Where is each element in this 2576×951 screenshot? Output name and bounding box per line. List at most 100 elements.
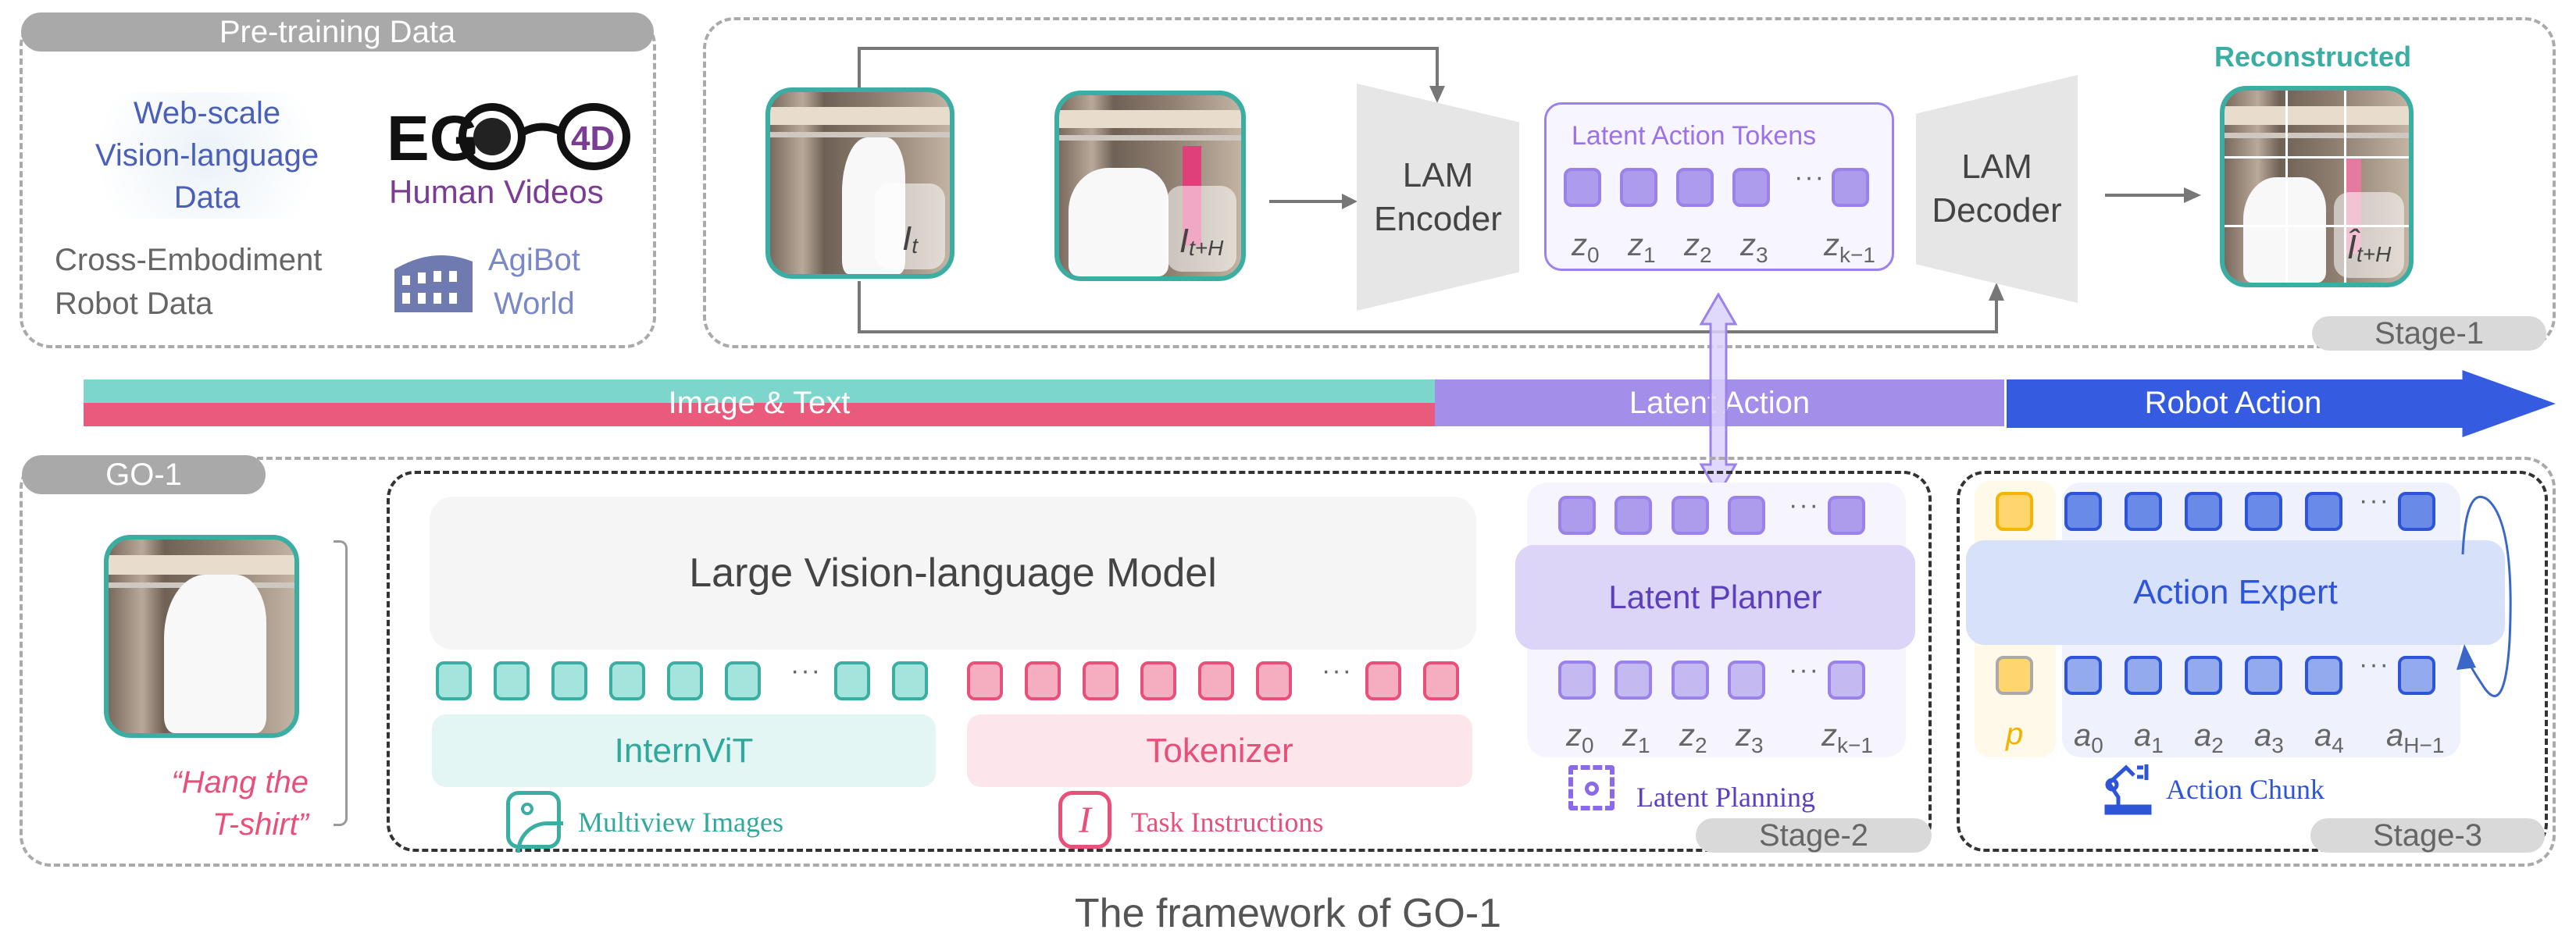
token-label: zk−1 (1824, 228, 1875, 267)
image-icon (506, 791, 563, 853)
band-image-text (84, 379, 1435, 426)
feedback-line-bottom (858, 281, 1998, 333)
token (725, 661, 761, 700)
ego4d-logo: EG 4D (387, 102, 637, 174)
action-chunk-label: Action Chunk (2166, 774, 2324, 805)
ellipsis: ··· (2359, 650, 2390, 679)
arrowhead (1429, 86, 1445, 103)
token-label: z2 (1679, 718, 1707, 757)
token (1672, 496, 1709, 535)
token (1832, 168, 1869, 207)
token (2398, 656, 2435, 695)
token (1614, 496, 1652, 535)
token (2245, 492, 2282, 531)
token (1025, 661, 1061, 700)
token (494, 661, 530, 700)
token (1423, 661, 1459, 700)
go1-input-image (104, 535, 299, 738)
multiview-label: Multiview Images (578, 807, 783, 838)
token (1620, 168, 1657, 207)
token (1198, 661, 1234, 700)
token (1365, 661, 1401, 700)
token (667, 661, 703, 700)
reconstructed-label: Reconstructed (2214, 41, 2412, 73)
token-label: zk−1 (1821, 718, 1873, 757)
loop-arrow-icon (2456, 495, 2512, 697)
token (2125, 656, 2162, 695)
token-label: a3 (2254, 718, 2284, 757)
svg-text:4D: 4D (571, 119, 615, 158)
token (2305, 656, 2342, 695)
token-label: a0 (2074, 718, 2103, 757)
web-data-label: Web-scale Vision-language Data (62, 92, 351, 219)
token (834, 661, 870, 700)
token (609, 661, 645, 700)
token (2064, 656, 2102, 695)
token-label: z3 (1736, 718, 1764, 757)
ellipsis: ··· (1322, 656, 1353, 686)
token-label: z1 (1628, 228, 1656, 267)
token-label: z3 (1740, 228, 1768, 267)
token (1728, 661, 1765, 700)
token (1083, 661, 1119, 700)
task-instructions-label: Task Instructions (1131, 807, 1324, 838)
stage1-panel (703, 17, 2556, 348)
latent-planning-label: Latent Planning (1636, 782, 1815, 813)
token (1256, 661, 1292, 700)
token (2305, 492, 2342, 531)
feedback-line-top (858, 47, 1439, 92)
token (892, 661, 928, 700)
token (1996, 492, 2033, 531)
token-label: aH−1 (2386, 718, 2445, 757)
token (1996, 656, 2033, 695)
token (1614, 661, 1652, 700)
instruction-text: “Hang the T-shirt” (171, 765, 309, 842)
bracket (334, 540, 348, 826)
band-robot-action (2007, 370, 2556, 437)
ellipsis: ··· (1794, 162, 1825, 192)
token-label: z1 (1622, 718, 1650, 757)
stage2-region (387, 471, 1932, 852)
token-label: z2 (1684, 228, 1712, 267)
token (2185, 656, 2222, 695)
arrowhead (1989, 283, 2004, 301)
robot-arm-icon (2104, 764, 2152, 815)
lam-decoder: LAM Decoder (1916, 75, 2078, 303)
token (2245, 656, 2282, 695)
token (1676, 168, 1714, 207)
stage3-badge: Stage-3 (2310, 818, 2545, 853)
token (1564, 168, 1601, 207)
token (1558, 661, 1596, 700)
token (436, 661, 472, 700)
action-expert-box: Action Expert (1966, 540, 2505, 645)
token (1672, 661, 1709, 700)
token (1732, 168, 1770, 207)
proprio-label: p (2006, 717, 2024, 751)
focus-icon (1568, 765, 1614, 810)
band-robot-action-label: Robot Action (2144, 385, 2322, 420)
token-label: a1 (2134, 718, 2164, 757)
tokenizer-box: Tokenizer (967, 714, 1472, 787)
token (551, 661, 587, 700)
figure-caption: The framework of GO-1 (1074, 891, 1502, 936)
token (2398, 492, 2435, 531)
token (1728, 496, 1765, 535)
pretraining-title: Pre-training Data (21, 12, 654, 52)
human-videos-label: Human Videos (389, 173, 604, 210)
ellipsis: ··· (2359, 486, 2390, 515)
latent-tokens-title: Latent Action Tokens (1572, 121, 1817, 151)
token (2064, 492, 2102, 531)
ellipsis: ··· (1789, 655, 1820, 685)
go1-panel (20, 457, 2556, 867)
token-label: a4 (2314, 718, 2344, 757)
token (1828, 496, 1865, 535)
token (1828, 661, 1865, 700)
internvit-box: InternViT (432, 714, 936, 787)
ellipsis: ··· (1789, 490, 1820, 520)
cross-embodiment-label: Cross-Embodiment Robot Data (55, 243, 323, 321)
ellipsis: ··· (790, 656, 822, 686)
token-label: z0 (1566, 718, 1594, 757)
